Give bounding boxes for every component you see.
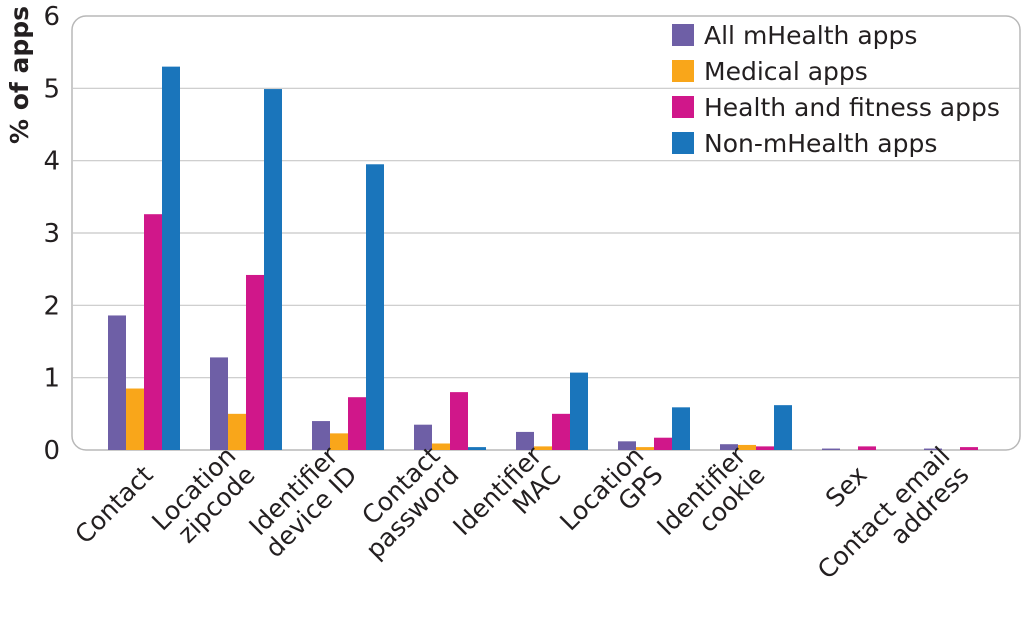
y-tick-label: 6 (43, 2, 60, 32)
bar (516, 431, 534, 450)
bar (924, 448, 942, 450)
bar (756, 446, 774, 450)
legend-label: Non-mHealth apps (704, 129, 937, 158)
legend: All mHealth apps Medical apps Health and f… (672, 21, 1000, 158)
bar (636, 447, 654, 450)
bar (822, 448, 840, 450)
bar (312, 421, 330, 450)
y-tick-label: 5 (43, 74, 60, 104)
bar (468, 447, 486, 450)
gridlines (72, 87, 1020, 379)
bar (552, 413, 570, 450)
y-axis-label: % of apps (5, 6, 34, 144)
x-tick-label: Contact (69, 460, 158, 549)
bar (144, 214, 162, 450)
legend-swatch (672, 96, 694, 118)
bar (618, 441, 636, 450)
y-tick-label: 4 (43, 147, 60, 177)
bar (738, 444, 756, 450)
bar (246, 274, 264, 450)
bar (108, 315, 126, 450)
legend-label: Medical apps (704, 57, 868, 86)
bar (228, 413, 246, 450)
bar (720, 444, 738, 450)
x-tick-label: Sex (820, 460, 873, 513)
legend-label: Health and fitness apps (704, 93, 1000, 122)
legend-swatch (672, 24, 694, 46)
bar (450, 392, 468, 450)
x-category-label: Sex (820, 460, 873, 513)
bar (774, 405, 792, 450)
bar (162, 66, 180, 450)
bar (414, 424, 432, 450)
legend-label: All mHealth apps (704, 21, 917, 50)
bar (960, 447, 978, 450)
legend-swatch (672, 60, 694, 82)
bar (432, 443, 450, 450)
bar (330, 433, 348, 450)
bar (348, 397, 366, 450)
legend-swatch (672, 132, 694, 154)
bar (366, 164, 384, 451)
bar (534, 446, 552, 450)
bar (654, 437, 672, 450)
bar (570, 372, 588, 450)
x-category-label: Contact (69, 460, 158, 549)
y-tick-label: 3 (43, 219, 60, 249)
y-tick-label: 0 (43, 436, 60, 466)
y-tick-label: 2 (43, 291, 60, 321)
y-tick-label: 1 (43, 364, 60, 394)
bar (126, 388, 144, 450)
y-axis-ticks: 0 1 2 3 4 5 6 (43, 2, 60, 466)
bar (264, 89, 282, 450)
bar (858, 446, 876, 450)
bars (108, 66, 978, 451)
bar (210, 357, 228, 450)
bar (672, 407, 690, 450)
